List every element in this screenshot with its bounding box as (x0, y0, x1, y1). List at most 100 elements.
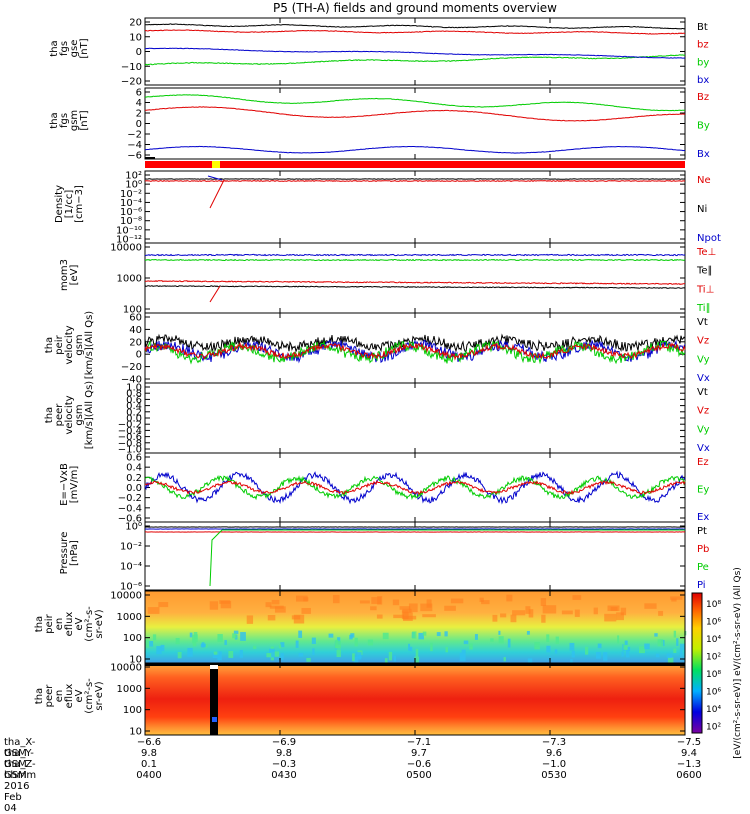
ephemeris-value: 9.8 (131, 748, 167, 759)
ephemeris-value: −1.3 (671, 759, 707, 770)
legend-entry: by (697, 57, 709, 68)
panel-frame (145, 453, 685, 522)
colorbar-label: [eV/(cm²-s-sr-eV)] eV/(cm²-s-sr-eV) (All… (733, 567, 743, 759)
y-tick-label: 0 (136, 47, 142, 58)
y-axis-label: sr-eV) (94, 681, 105, 710)
data-gap (210, 665, 218, 735)
series-Bx (145, 146, 685, 153)
y-tick-label: 1000 (117, 612, 142, 623)
colorbar-tick-label: 10⁴ (706, 705, 721, 715)
ephemeris-value: 9.7 (401, 748, 437, 759)
legend-entry: Ez (697, 457, 709, 468)
legend-entry: Te⊥ (696, 247, 716, 258)
legend-entry: Npot (697, 233, 721, 244)
legend-entry: Ti⊥ (696, 284, 714, 295)
series-Ey (145, 476, 685, 499)
y-tick-label: 60 (129, 313, 142, 324)
ephemeris-value: 9.4 (671, 748, 707, 759)
y-tick-label: 10 (129, 727, 142, 738)
colorbar (692, 593, 702, 733)
y-tick-label: 100 (123, 633, 142, 644)
series-Ex (145, 472, 685, 503)
legend-entry: Vx (697, 443, 710, 454)
y-axis-label: [mV/m] (69, 466, 80, 504)
legend-entry: Ex (697, 512, 709, 523)
y-tick-label: −20 (121, 362, 142, 373)
colorbar-tick-label: 10² (706, 723, 721, 733)
legend-entry: Vy (697, 424, 710, 435)
y-axis-label: [nPa] (69, 540, 80, 566)
y-tick-label: −4 (127, 140, 142, 151)
legend-entry: Pb (697, 544, 709, 555)
colorbar-tick-label: 10⁸ (706, 600, 721, 610)
ephemeris-value: 0.1 (131, 759, 167, 770)
series-bz (145, 30, 685, 34)
footer-date: 2016 Feb 04 (4, 781, 29, 814)
y-tick-label: 4 (136, 98, 142, 109)
y-tick-label: 10000 (110, 591, 142, 602)
y-tick-label: 40 (129, 325, 142, 336)
panel-frame (145, 243, 685, 313)
legend-entry: Ni (697, 204, 707, 215)
ephemeris-label: hhmm (4, 770, 36, 781)
ephemeris-value: 9.8 (266, 748, 302, 759)
series-Ne (145, 181, 685, 182)
y-tick-label: −10 (121, 62, 142, 73)
legend-entry: Ti∥ (696, 303, 711, 314)
electron-spectrogram (145, 663, 685, 735)
series-Ne-dropout (210, 180, 224, 208)
legend-entry: bx (697, 75, 709, 86)
y-tick-label: 1000 (117, 274, 142, 285)
panel-peer_vel (145, 383, 685, 453)
series-Ti-par (145, 260, 685, 261)
y-tick-label: 10⁻⁴ (120, 562, 142, 573)
y-tick-label: −6 (127, 151, 142, 162)
y-tick-label: 10000 (110, 243, 142, 254)
y-axis-label: [nT] (79, 110, 90, 130)
legend-entry: Pt (697, 526, 707, 537)
y-tick-label: 2 (136, 109, 142, 120)
series-Bt (145, 24, 685, 29)
ephemeris-value: 0430 (266, 770, 302, 781)
colorbar-tick-label: 10⁶ (706, 618, 721, 628)
panel-temp (145, 243, 685, 313)
y-tick-label: −20 (121, 77, 142, 88)
legend-entry: Ey (697, 485, 709, 496)
ephemeris-value: −1.0 (536, 759, 572, 770)
legend-entry: Vz (697, 336, 709, 347)
y-tick-label: 100 (123, 705, 142, 716)
ephemeris-value: 0600 (671, 770, 707, 781)
y-tick-label: −2 (127, 130, 142, 141)
legend-entry: Vz (697, 406, 709, 417)
panel-fgs_gsm (145, 88, 685, 159)
panel-peer_flux (145, 663, 685, 735)
y-tick-label: 10⁰ (125, 522, 142, 533)
legend-entry: Vt (697, 317, 708, 328)
ephemeris-value: −0.6 (401, 759, 437, 770)
legend-entry: Vy (697, 354, 710, 365)
legend-entry: Bz (697, 92, 709, 103)
series-Te-perp (145, 254, 685, 255)
series-Te-par (145, 286, 685, 289)
panel-efield (145, 453, 685, 522)
colorbar-tick-label: 10⁶ (706, 688, 721, 698)
y-axis-label: [km/s](All Qs) (84, 381, 95, 449)
panel-frame (145, 383, 685, 453)
panel-frame (145, 18, 685, 85)
ephemeris-value: −6.6 (131, 737, 167, 748)
series-Bz (145, 107, 685, 121)
colorbar-tick-label: 10⁴ (706, 635, 721, 645)
colorbar-tick-label: 10⁸ (706, 670, 721, 680)
ephemeris-value: −6.9 (266, 737, 302, 748)
legend-entry: Pi (697, 580, 706, 591)
y-tick-label: 10 (129, 32, 142, 43)
y-tick-label: 0 (136, 119, 142, 130)
ephemeris-value: 0530 (536, 770, 572, 781)
legend-entry: Ne (697, 175, 711, 186)
y-tick-label: 10⁻² (120, 542, 142, 553)
panel-frame (145, 88, 685, 159)
colorbar-tick-label: 10² (706, 653, 721, 663)
ephemeris-value: −0.3 (266, 759, 302, 770)
y-axis-label: [km/s](All Qs) (84, 311, 95, 379)
y-tick-label: 10000 (110, 663, 142, 674)
